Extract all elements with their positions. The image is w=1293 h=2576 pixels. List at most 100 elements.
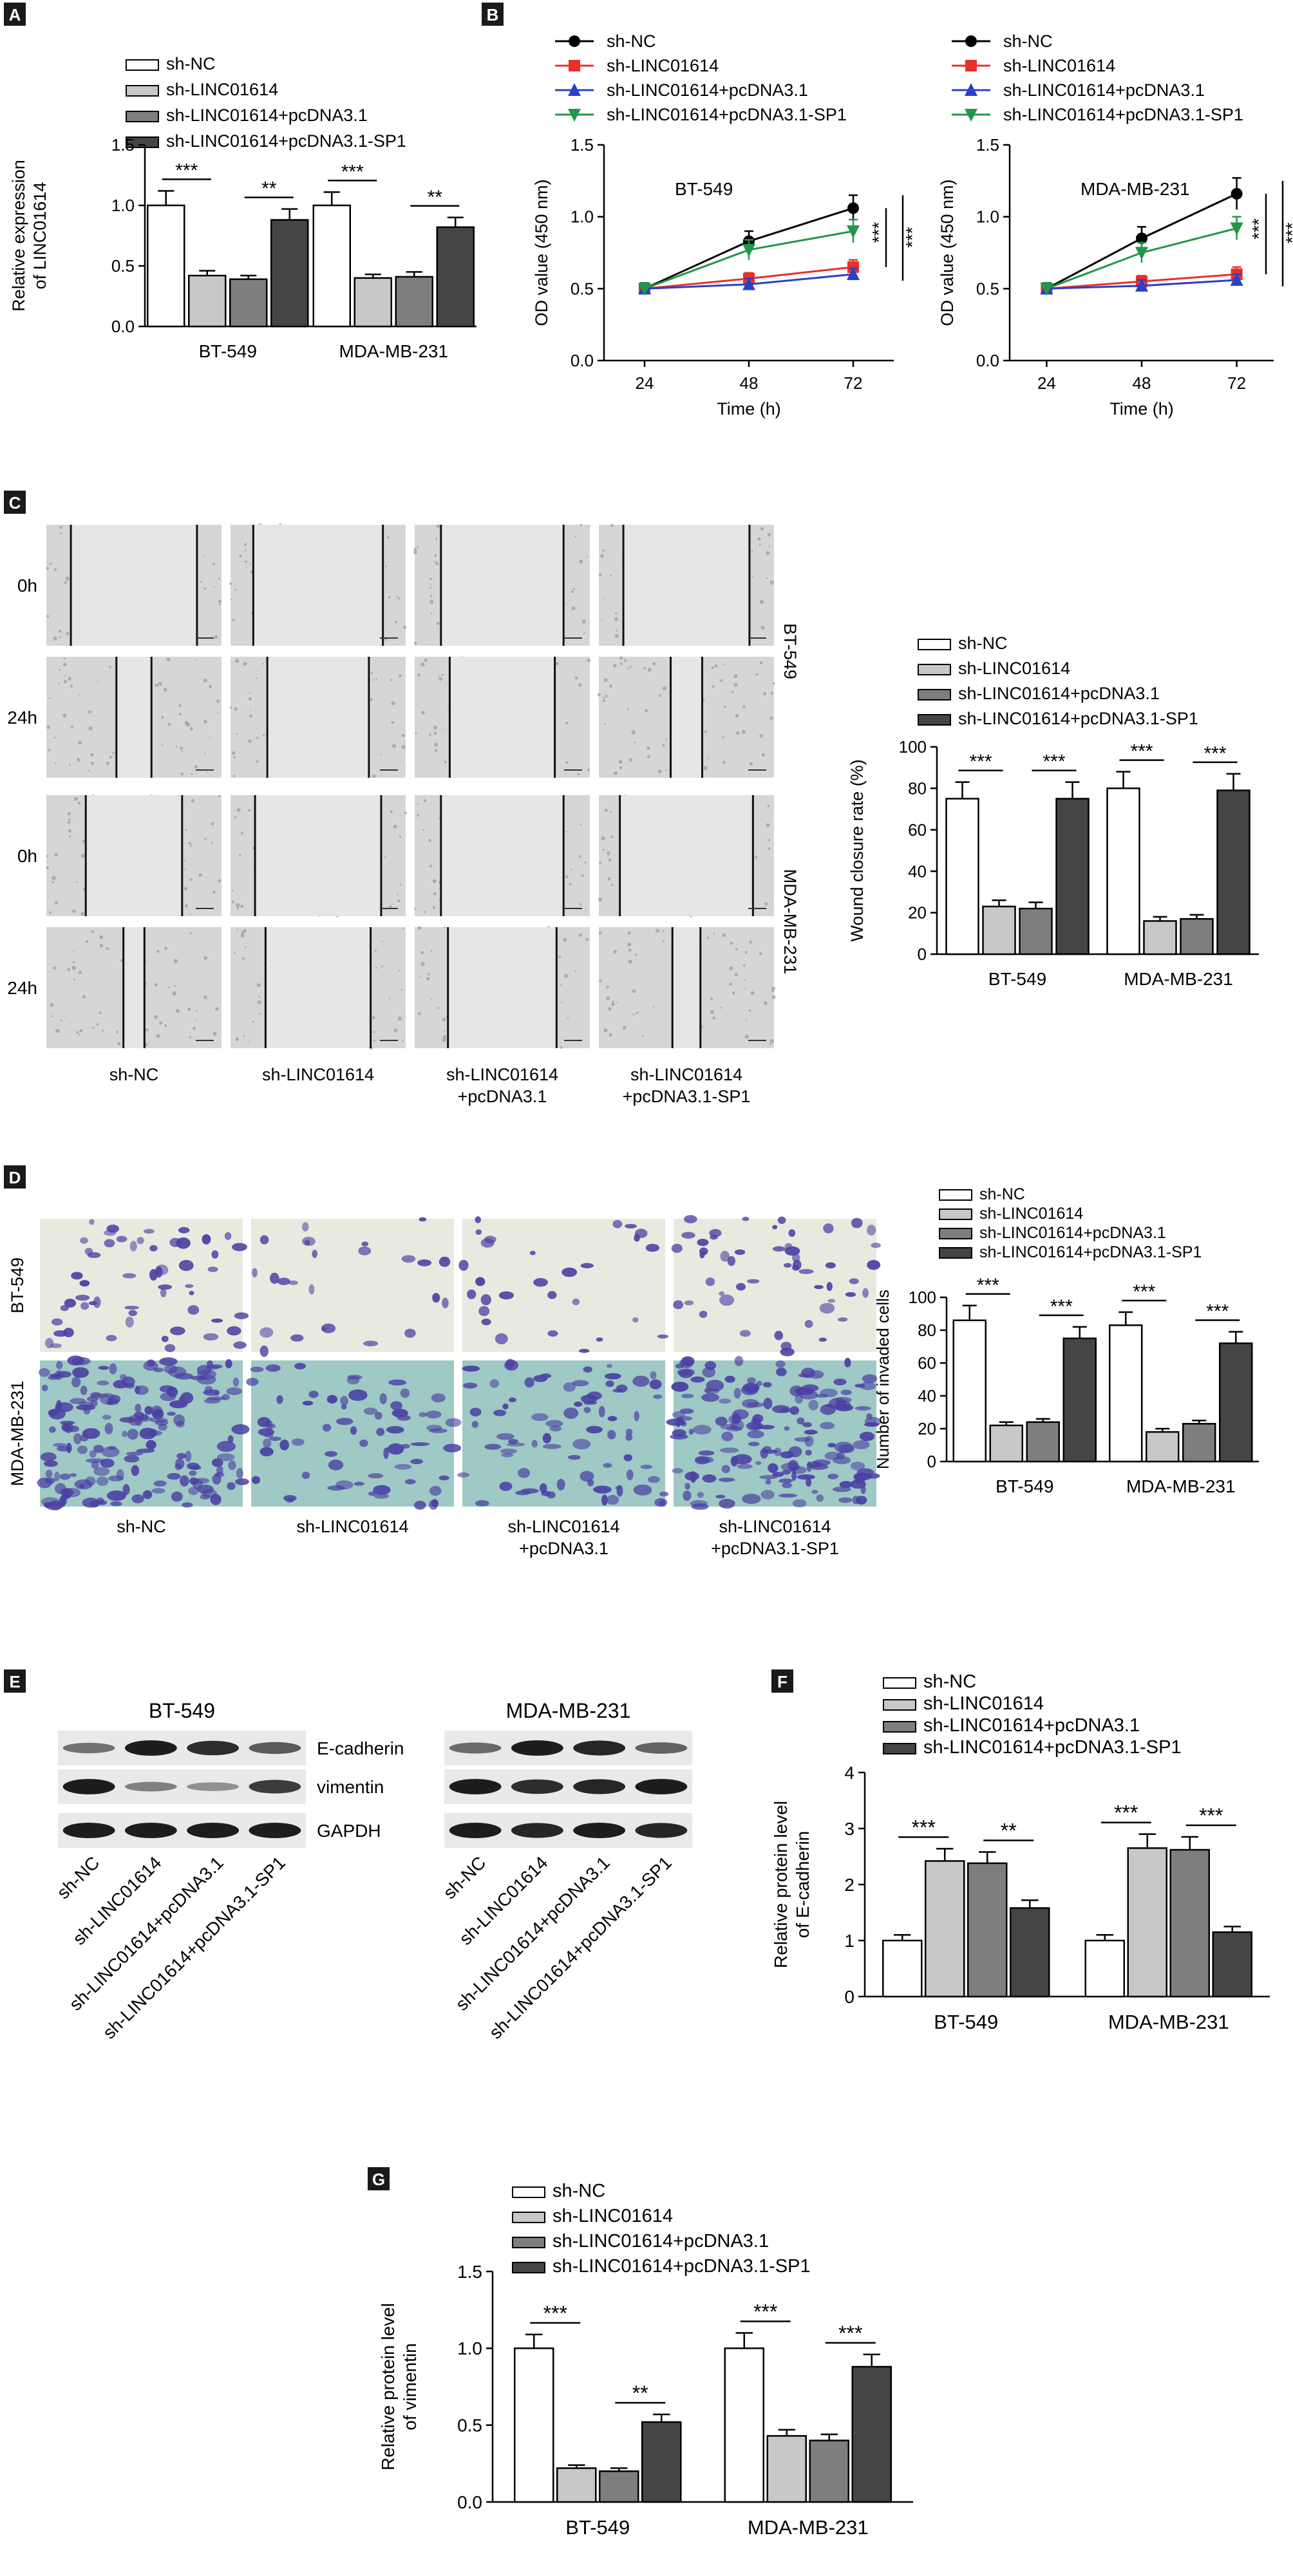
stained-cell — [153, 1480, 167, 1487]
cell-speck — [51, 1015, 53, 1017]
cell-speck — [558, 955, 562, 959]
cell-speck — [760, 527, 764, 531]
stained-cell — [475, 1229, 482, 1236]
stained-cell — [802, 1422, 812, 1427]
cell-speck — [88, 726, 93, 731]
stained-cell — [214, 1472, 225, 1478]
legend-swatch — [512, 2262, 545, 2273]
stained-cell — [625, 1434, 633, 1441]
stained-cell — [860, 1485, 866, 1494]
cell-speck — [63, 679, 68, 684]
stained-cell — [189, 1470, 197, 1476]
bar — [1019, 907, 1053, 955]
cell-speck — [768, 838, 770, 841]
legend-swatch — [939, 1208, 972, 1220]
stained-cell — [542, 1443, 562, 1449]
cell-speck — [442, 1037, 446, 1042]
cell-speck — [760, 625, 765, 630]
cell-speck — [256, 983, 261, 988]
wound-image — [414, 795, 590, 916]
stained-cell — [308, 1390, 319, 1398]
cell-speck — [399, 835, 402, 838]
legend-entry: sh-LINC01614+pcDNA3.1-SP1 — [607, 105, 847, 124]
stained-cell — [640, 1464, 653, 1469]
cell-speck — [232, 618, 235, 621]
stained-cell — [578, 1349, 590, 1353]
stained-cell — [153, 1368, 164, 1373]
cell-speck — [766, 551, 770, 556]
cell-speck — [601, 836, 605, 841]
cell-speck — [232, 775, 236, 777]
stained-cell — [97, 1380, 109, 1386]
stained-cell — [701, 1393, 720, 1402]
stained-cell — [742, 1382, 760, 1393]
stained-cell — [604, 1373, 621, 1380]
legend-swatch — [126, 85, 159, 97]
cell-speck — [607, 855, 610, 857]
wound-gap — [267, 657, 369, 778]
cell-speck — [434, 749, 438, 752]
stained-cell — [801, 1368, 815, 1378]
chart-c: 0 20 40 60 80 100 Wound closure rate (%) BT-549… — [847, 737, 1259, 989]
cell-speck — [194, 659, 196, 661]
stained-cell — [782, 1482, 792, 1489]
cell-speck — [214, 635, 218, 639]
cell-speck — [249, 563, 251, 565]
stained-cell — [66, 1443, 72, 1453]
cell-speck — [657, 769, 662, 774]
legend-entry: sh-LINC01614+pcDNA3.1 — [552, 2231, 769, 2252]
y-tick-label: 1.5 — [571, 135, 594, 155]
cell-speck — [175, 746, 178, 748]
cell-speck — [574, 676, 578, 680]
marker-triangle-down — [568, 109, 581, 122]
cell-speck — [634, 741, 636, 744]
marker-triangle-down — [1230, 222, 1243, 236]
stained-cell — [733, 1387, 741, 1399]
cell-speck — [619, 656, 623, 660]
cell-speck — [153, 1015, 158, 1019]
cell-speck — [184, 887, 188, 890]
bar — [312, 204, 351, 328]
cell-speck — [434, 554, 437, 557]
cell-speck — [392, 744, 397, 748]
cell-speck — [755, 673, 759, 676]
stained-cell — [493, 1409, 507, 1416]
stained-cell — [808, 1399, 818, 1411]
stained-cell — [742, 1494, 761, 1504]
transwell-image — [666, 1356, 882, 1510]
stained-cell — [419, 1412, 427, 1418]
stained-cell — [795, 1394, 803, 1404]
panel-label-text: D — [9, 1168, 21, 1187]
image-background — [462, 1219, 665, 1352]
panel-label-d: D — [4, 1165, 26, 1189]
stained-cell — [79, 1483, 85, 1489]
stained-cell — [833, 1456, 851, 1465]
cell-speck — [703, 766, 708, 771]
stained-cell — [768, 1463, 779, 1473]
stained-cell — [684, 1483, 690, 1490]
stained-cell — [529, 1250, 536, 1255]
stained-cell — [127, 1429, 138, 1440]
cell-speck — [434, 561, 437, 564]
stained-cell — [763, 1397, 773, 1409]
significance-label: *** — [1133, 1281, 1155, 1302]
marker-square — [569, 60, 580, 71]
cell-speck — [618, 760, 623, 764]
cell-speck — [444, 760, 447, 764]
cell-speck — [234, 952, 236, 954]
cell-speck — [161, 715, 164, 719]
cell-speck — [603, 722, 606, 725]
cell-speck — [380, 753, 382, 755]
stained-cell — [583, 1366, 592, 1373]
stained-cell — [792, 1259, 802, 1270]
cell-speck — [706, 936, 709, 939]
stained-cell — [549, 1425, 562, 1432]
stained-cell — [347, 1375, 363, 1380]
cell-speck — [429, 578, 432, 580]
y-tick-label: 0.0 — [111, 317, 135, 336]
stained-cell — [159, 1357, 178, 1366]
cell-speck — [767, 532, 771, 537]
cell-speck — [164, 1024, 167, 1027]
legend-entry: sh-LINC01614+pcDNA3.1 — [923, 1715, 1140, 1736]
cell-speck — [155, 683, 158, 688]
